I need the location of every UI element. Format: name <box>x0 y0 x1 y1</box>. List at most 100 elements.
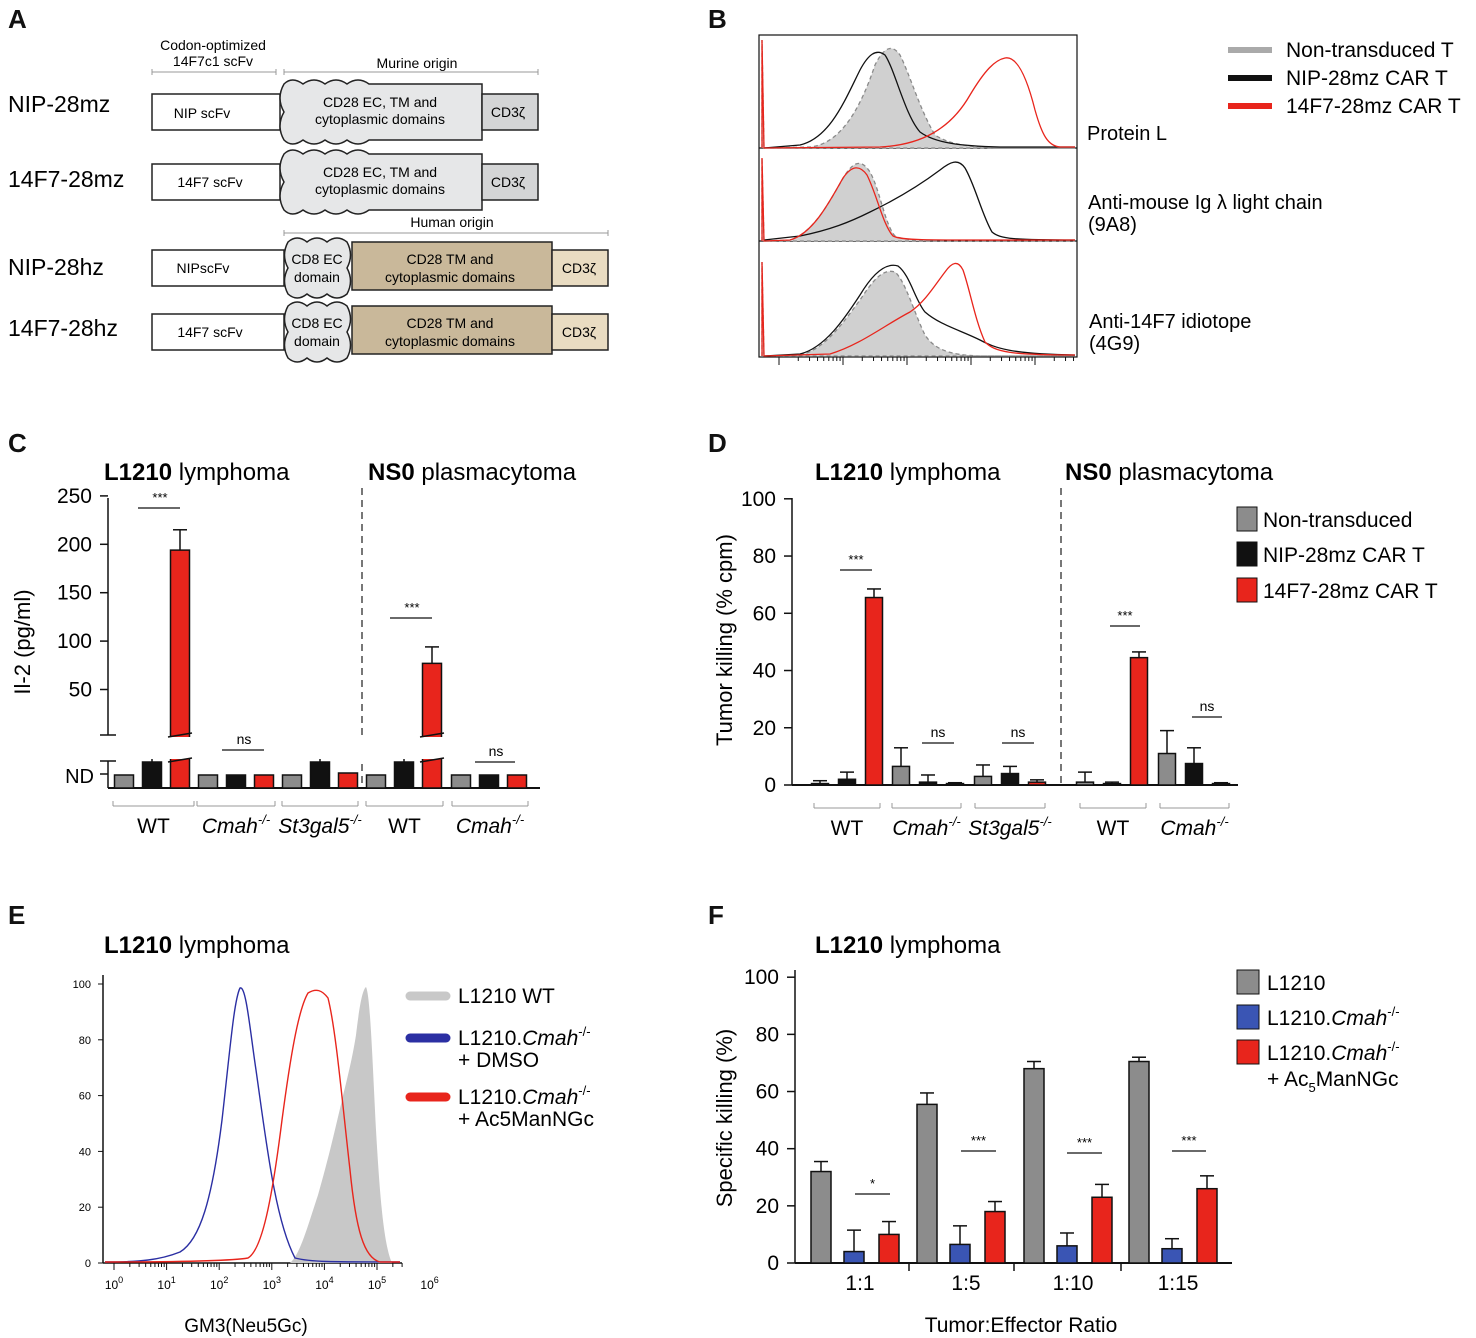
panel-f-specific-killing-chart: L1210 lymphoma Specific killing (%) Tumo… <box>712 932 1400 1337</box>
bar <box>916 1103 938 1264</box>
x-axis-label: Tumor:Effector Ratio <box>925 1314 1118 1337</box>
title-ns0: NS0 plasmacytoma <box>1065 459 1274 486</box>
non-transduced-curve <box>761 261 1075 357</box>
legend-swatch-nip-28mz <box>1236 541 1258 567</box>
legend-label-ac5manngc-2: + Ac5ManNGc <box>1267 1068 1399 1095</box>
y-tick-label: 40 <box>79 1146 91 1158</box>
wt-histogram <box>290 987 392 1263</box>
killing-plot-area: 0 20 40 60 80 100 *** ns ns *** ns WT Cmah-/- St3gal5… <box>741 488 1238 840</box>
bar <box>1027 781 1047 786</box>
bar <box>1056 1245 1078 1264</box>
construct-name: NIP-28mz <box>8 91 110 117</box>
panel-c-il2-chart: L1210 lymphoma NS0 plasmacytoma Il-2 (pg… <box>10 459 577 838</box>
codon-header-1: Codon-optimized <box>160 37 266 53</box>
bar <box>1157 752 1177 786</box>
histogram-protein-l <box>761 39 1075 149</box>
scfv-label: NIPscFv <box>177 260 230 276</box>
scfv-box <box>151 93 281 131</box>
panel-e-legend: L1210 WT L1210.Cmah-/- + DMSO L1210.Cmah… <box>405 985 594 1131</box>
14f7-28mz-curve <box>761 39 1075 149</box>
cd3-box <box>551 313 609 351</box>
cd28-ec-domain <box>279 149 483 215</box>
cd28-ec-domain <box>279 79 483 145</box>
bar-break-mark <box>419 757 445 763</box>
legend-label-non-transduced: Non-transduced T <box>1286 39 1454 62</box>
y-tick-label: 0 <box>767 1252 779 1275</box>
title: L1210 lymphoma <box>104 932 290 959</box>
title-l1210: L1210 lymphoma <box>815 459 1001 486</box>
y-tick-label: 80 <box>753 545 776 568</box>
y-tick-label: 100 <box>73 979 91 991</box>
cd3-box <box>481 93 539 131</box>
group-label: Cmah-/- <box>1160 814 1229 840</box>
ec-label-1: CD28 EC, TM and <box>323 164 437 180</box>
bar <box>421 662 443 789</box>
axis-break-gap <box>110 737 540 759</box>
bar <box>1211 782 1231 786</box>
x-axis-ticks <box>778 357 1075 365</box>
bar <box>225 774 247 789</box>
bar <box>1091 1196 1113 1264</box>
cd8-label-1: CD8 EC <box>291 251 342 267</box>
bar <box>337 772 359 789</box>
cd3-label: CD3ζ <box>491 104 525 120</box>
legend-label-non-transduced: Non-transduced <box>1263 509 1412 532</box>
significance-label: *** <box>971 1133 986 1148</box>
bar <box>1075 781 1095 786</box>
y-tick-label: 0 <box>764 774 776 797</box>
bar <box>506 774 528 789</box>
group-label: St3gal5-/- <box>278 812 362 838</box>
legend-label-14f7-28mz: 14F7-28mz CAR T <box>1263 580 1438 603</box>
x-tick-label: 1:1 <box>845 1272 874 1295</box>
bar <box>918 781 938 786</box>
y-tick-label: 60 <box>79 1091 91 1103</box>
bar <box>878 1233 900 1264</box>
tm-label-2: cytoplasmic domains <box>385 333 515 349</box>
construct-name: 14F7-28hz <box>8 315 118 341</box>
scfv-box <box>151 313 285 351</box>
y-axis-label: Il-2 (pg/ml) <box>10 589 35 694</box>
scfv-box <box>151 249 285 287</box>
legend-label-ac5manngc: L1210.Cmah-/- <box>458 1083 591 1109</box>
legend-swatch-non-transduced <box>1236 506 1258 532</box>
significance-label: * <box>870 1176 875 1191</box>
scfv-label: NIP scFv <box>174 105 231 121</box>
cd3-box <box>481 163 539 201</box>
cd3-label: CD3ζ <box>562 324 596 340</box>
x-tick-label: 104 <box>315 1275 333 1292</box>
ec-label-2: cytoplasmic domains <box>315 111 445 127</box>
x-tick-label: 106 <box>420 1275 438 1292</box>
non-transduced-curve <box>761 39 1075 149</box>
row-label-anti-lambda: Anti-mouse Ig λ light chain <box>1088 192 1323 214</box>
bar <box>864 596 884 786</box>
panel-a-constructs: Codon-optimized 14F7c1 scFv Murine origi… <box>8 37 609 363</box>
legend-swatch-cmah <box>1236 1004 1260 1030</box>
significance-label: ns <box>237 731 252 747</box>
cd28-tm-domain <box>351 305 553 355</box>
nip-28mz-curve <box>763 264 1076 357</box>
bar <box>113 774 135 789</box>
tm-label-2: cytoplasmic domains <box>385 269 515 285</box>
scfv-label: 14F7 scFv <box>177 324 242 340</box>
cd8-label-2: domain <box>294 269 340 285</box>
x-tick-label: 1:5 <box>951 1272 980 1295</box>
y-tick-label: 100 <box>744 966 779 989</box>
bar <box>478 774 500 789</box>
legend-swatch-l1210 <box>1236 969 1260 995</box>
histogram-anti-lambda <box>761 157 1076 242</box>
row-label-anti-idiotope: Anti-14F7 idiotope <box>1089 311 1251 333</box>
y-tick-label: 250 <box>57 485 92 508</box>
cd8-label-2: domain <box>294 333 340 349</box>
bar <box>949 1243 971 1264</box>
dmso-curve <box>104 987 401 1263</box>
histogram-frame <box>758 34 1078 358</box>
il2-plot-area: 50 100 150 200 250 *** ns *** ns WT Cmah-/- St3gal5… <box>57 485 540 838</box>
significance-label: *** <box>404 600 419 615</box>
y-tick-label: 200 <box>57 533 92 556</box>
legend-swatch-14f7-28mz <box>1236 577 1258 603</box>
panel-d-legend: Non-transduced NIP-28mz CAR T 14F7-28mz … <box>1236 506 1438 603</box>
y-tick-label: 100 <box>741 488 776 511</box>
y-tick-label: 60 <box>753 602 776 625</box>
bar <box>450 774 472 789</box>
